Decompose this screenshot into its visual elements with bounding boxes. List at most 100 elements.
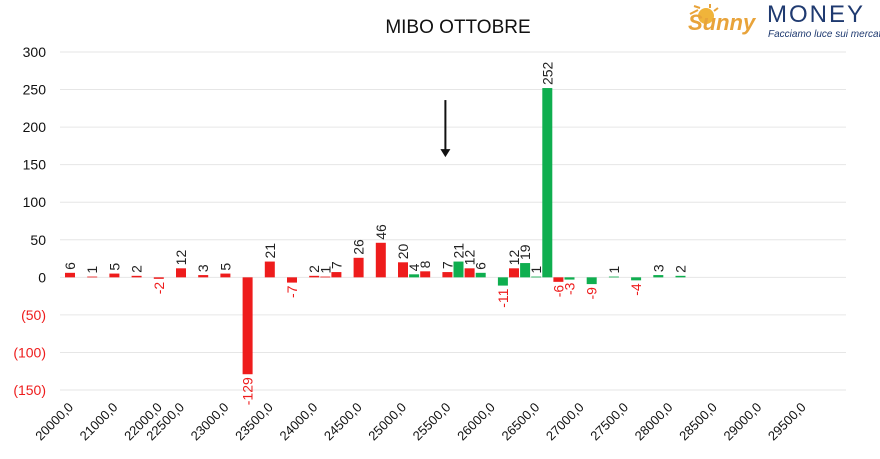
bar [65,272,75,278]
data-label: -6 [550,285,566,298]
bar [375,242,386,278]
bars [65,88,686,375]
x-tick-label: 21000,0 [77,400,121,444]
bar [564,277,575,280]
x-tick-label: 25000,0 [365,400,409,444]
bar [542,88,553,278]
bar [176,268,186,278]
logo-brand: Sunny [688,10,757,35]
sun-icon [689,4,719,24]
data-label: 252 [539,61,555,85]
data-label: 21 [262,243,278,259]
data-label: 6 [62,262,78,270]
data-label: 7 [328,261,344,269]
bar [464,268,475,278]
x-tick-label: 29500,0 [765,400,809,444]
data-label: 46 [373,224,389,240]
x-tick-label: 26500,0 [498,400,542,444]
x-tick-label: 24500,0 [321,400,365,444]
data-label: 2 [129,265,145,273]
x-tick-label: 27000,0 [543,400,587,444]
bar [320,276,331,278]
bar [131,275,142,278]
bar [353,257,364,278]
bar [553,277,564,282]
bar [409,274,420,278]
x-tick-label: 28500,0 [676,400,720,444]
x-tick-label: 28000,0 [632,400,676,444]
data-label: 12 [173,250,189,266]
y-tick-label: 200 [23,119,47,135]
bar [398,262,408,278]
bar [87,276,98,278]
bar [153,277,164,279]
data-label: 1 [317,266,333,274]
bar [509,268,519,278]
arrow-down-icon [440,149,451,158]
bar [608,276,619,278]
data-label: 1 [84,266,100,274]
data-label: 2 [673,265,689,273]
y-tick-label: 150 [23,157,47,173]
data-label: 3 [195,264,211,272]
bar [497,277,508,286]
data-label: 1 [606,266,622,274]
bar [198,275,209,278]
data-label: 7 [439,261,455,269]
data-label: -129 [240,377,256,405]
bar [531,276,542,278]
bar [675,275,686,278]
bar [631,277,642,281]
data-label: -3 [562,282,578,295]
y-tick-label: (50) [21,307,46,323]
data-label: 1 [528,266,544,274]
logo-money: MONEY [767,1,865,28]
gridlines [60,51,846,391]
x-tick-label: 23000,0 [188,400,232,444]
data-label: 4 [406,263,422,271]
data-label: 12 [462,250,478,266]
x-tick-label: 25500,0 [410,400,454,444]
logo-tagline: Facciamo luce sui mercati [768,29,880,40]
y-tick-label: (150) [13,382,46,398]
x-tick-label: 29000,0 [720,400,764,444]
bar [586,277,597,285]
bar [420,271,431,278]
y-tick-label: 0 [38,269,46,285]
data-label: 5 [106,263,122,271]
data-label: -7 [284,285,300,298]
data-label: 12 [506,250,522,266]
data-label: -4 [628,283,644,296]
data-label: 8 [417,260,433,268]
bar [442,272,453,278]
bar [653,275,664,278]
data-label: 26 [351,239,367,255]
bar [287,277,297,283]
bar [220,273,231,278]
x-tick-label: 24000,0 [276,400,320,444]
x-tick-label: 27500,0 [587,400,631,444]
y-tick-label: (100) [13,344,46,360]
y-axis: 300 250 200 150 100 50 0 (50) (100) (150) [13,44,46,398]
data-label: 6 [473,262,489,270]
bar [475,272,486,278]
bar [109,273,120,278]
bar [309,275,320,278]
data-label: -9 [584,287,600,300]
bar [520,263,531,278]
x-tick-label: 20000,0 [32,400,76,444]
bar [331,272,342,278]
bar [453,261,464,278]
data-label: -2 [151,282,167,295]
chart-title: MIBO OTTOBRE [385,17,530,38]
y-tick-label: 100 [23,194,47,210]
y-tick-label: 300 [23,44,47,60]
bar [264,261,275,278]
data-label: -11 [495,288,511,307]
data-label: 20 [395,244,411,260]
y-tick-label: 250 [23,82,47,98]
data-label: 2 [306,265,322,273]
y-tick-label: 50 [30,232,46,248]
